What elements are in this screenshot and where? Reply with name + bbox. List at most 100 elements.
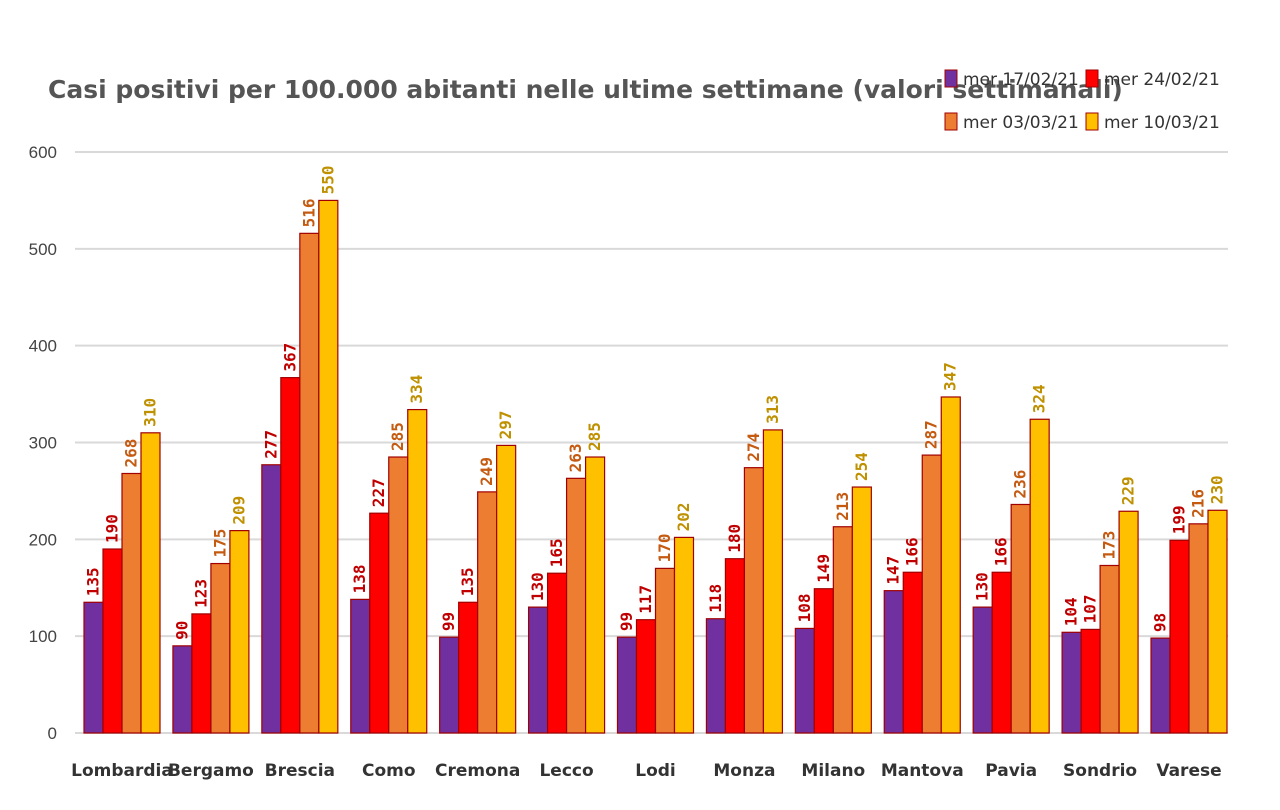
bar-pavia-series-1 [972,606,993,734]
y-tick-label: 200 [29,530,57,549]
bar-como-series-1 [350,598,371,734]
bar-bergamo-series-2 [191,613,212,734]
bar-mantova-series-3 [921,454,942,734]
data-label: 347 [941,362,960,391]
data-label: 147 [884,556,903,585]
data-label: 104 [1062,597,1081,626]
bar-brescia-series-2 [280,377,301,734]
data-label: 98 [1151,613,1170,632]
data-label: 180 [725,524,744,553]
bar-sondrio-series-4 [1118,510,1139,734]
data-label: 324 [1030,384,1049,413]
legend-label: mer 03/03/21 [963,113,1079,133]
bar-varese-series-2 [1169,539,1190,734]
bar-milano-series-1 [794,627,815,734]
bar-lombardia-series-4 [140,432,161,734]
bar-lodi-series-2 [635,619,657,734]
bar-pavia-series-2 [991,571,1012,734]
data-label: 166 [903,537,922,566]
bar-brescia-series-1 [261,464,282,734]
data-label: 117 [636,585,655,614]
data-label: 249 [477,457,496,486]
bar-varese-series-3 [1188,523,1209,734]
bar-pavia-series-3 [1010,503,1031,734]
data-label: 107 [1081,594,1100,623]
data-label: 138 [350,564,369,593]
bar-brescia-series-3 [299,232,320,734]
bar-brescia-series-4 [318,199,339,734]
bar-sondrio-series-3 [1099,564,1120,734]
bar-lombardia-series-3 [121,472,142,734]
bar-mantova-series-1 [883,590,904,734]
data-label: 213 [833,492,852,521]
bars [83,199,1228,734]
bar-lecco-series-2 [546,572,568,734]
x-category-label: Varese [1156,761,1221,781]
legend-swatch [1085,69,1099,88]
data-label: 313 [763,395,782,424]
data-label: 287 [922,420,941,449]
bar-lodi-series-3 [654,567,676,734]
y-tick-label: 300 [29,434,57,453]
x-category-label: Lecco [539,761,593,781]
data-label: 118 [706,584,725,613]
data-label: 199 [1170,505,1189,534]
bar-lombardia-series-1 [83,601,104,734]
x-category-label: Brescia [265,761,335,781]
y-axis-ticks: 0 100 200 300 400 500 600 [29,143,57,743]
legend-swatch [1085,112,1099,131]
data-label: 268 [122,439,141,468]
bar-lecco-series-3 [565,477,587,734]
data-label: 367 [280,343,299,372]
bar-lodi-series-1 [616,636,638,734]
data-label: 297 [496,410,515,439]
data-label: 216 [1189,489,1208,518]
bar-cremona-series-3 [477,491,498,734]
data-label: 285 [585,422,604,451]
bar-varese-series-1 [1150,637,1171,734]
legend-swatch [944,112,958,131]
y-tick-label: 100 [29,627,57,646]
bar-milano-series-3 [832,526,853,734]
y-tick-label: 400 [29,337,57,356]
bar-mantova-series-2 [902,571,923,734]
bar-pavia-series-4 [1029,418,1050,734]
bar-como-series-4 [407,408,428,734]
x-category-label: Monza [713,761,775,781]
data-label: 170 [655,533,674,562]
x-category-label: Pavia [985,761,1037,781]
bar-como-series-3 [388,456,409,734]
data-label: 230 [1208,475,1227,504]
bar-varese-series-4 [1207,509,1228,734]
data-label: 135 [458,567,477,596]
legend-label: mer 24/02/21 [1104,70,1220,90]
data-label: 254 [852,452,871,481]
bar-milano-series-2 [813,588,834,734]
x-category-label: Milano [801,761,865,781]
data-label: 285 [388,422,407,451]
bar-monza-series-2 [724,558,746,734]
bar-bergamo-series-4 [229,530,250,734]
data-label: 99 [439,612,458,631]
data-label: 516 [299,198,318,227]
bar-lodi-series-4 [673,536,695,734]
x-category-label: Lodi [635,761,676,781]
bar-bergamo-series-3 [210,562,231,734]
data-label: 310 [141,398,160,427]
bar-monza-series-1 [705,618,727,734]
data-label: 209 [229,496,248,525]
y-tick-label: 600 [29,143,57,162]
data-label: 227 [369,478,388,507]
y-tick-label: 0 [48,724,57,743]
bar-cremona-series-2 [458,601,479,734]
data-label: 175 [210,529,229,558]
legend-swatch [944,69,958,88]
bar-cremona-series-4 [496,444,517,734]
x-category-label: Bergamo [168,761,254,781]
data-label: 123 [191,579,210,608]
bar-sondrio-series-1 [1061,631,1082,734]
chart-title: Casi positivi per 100.000 abitanti nelle… [48,75,1123,104]
bar-mantova-series-4 [940,396,961,734]
